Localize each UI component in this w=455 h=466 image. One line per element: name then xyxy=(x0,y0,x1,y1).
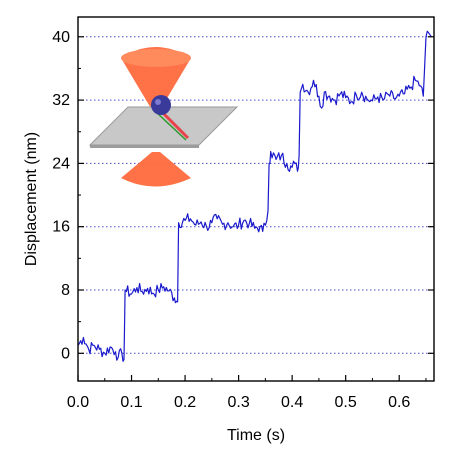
x-tick-label: 0.2 xyxy=(174,394,196,411)
plot-frame xyxy=(77,16,435,382)
dna-tether-strand xyxy=(155,111,187,141)
bead xyxy=(151,95,171,115)
grid-lines xyxy=(78,36,434,354)
bottom-laser-cone xyxy=(121,152,191,187)
y-tick-label: 16 xyxy=(52,219,70,236)
x-tick-label: 0.5 xyxy=(335,394,357,411)
y-tick-label: 24 xyxy=(52,155,70,172)
y-tick-label: 40 xyxy=(52,29,70,46)
y-tick-label: 0 xyxy=(61,345,70,362)
series-line-trace xyxy=(77,30,432,362)
x-tick-label: 0.0 xyxy=(67,394,89,411)
sample-surface-edge xyxy=(90,145,199,148)
x-tick-label: 0.1 xyxy=(120,394,142,411)
top-cone-rim xyxy=(121,49,191,67)
y-tick-label: 8 xyxy=(61,282,70,299)
y-tick-label: 32 xyxy=(52,92,70,109)
dna-tether xyxy=(158,108,190,140)
bead-highlight xyxy=(155,99,161,105)
axis-ticks: 0 8 16 24 32 40 0.0 0.1 0.2 0.3 0.4 0.5 0.6 xyxy=(52,29,434,411)
x-tick-label: 0.6 xyxy=(388,394,410,411)
optical-trap-inset xyxy=(88,47,239,187)
y-axis-label: Displacement (nm) xyxy=(23,132,40,266)
x-axis-label: Time (s) xyxy=(227,427,285,444)
x-tick-label: 0.3 xyxy=(227,394,249,411)
x-tick-label: 0.4 xyxy=(281,394,303,411)
